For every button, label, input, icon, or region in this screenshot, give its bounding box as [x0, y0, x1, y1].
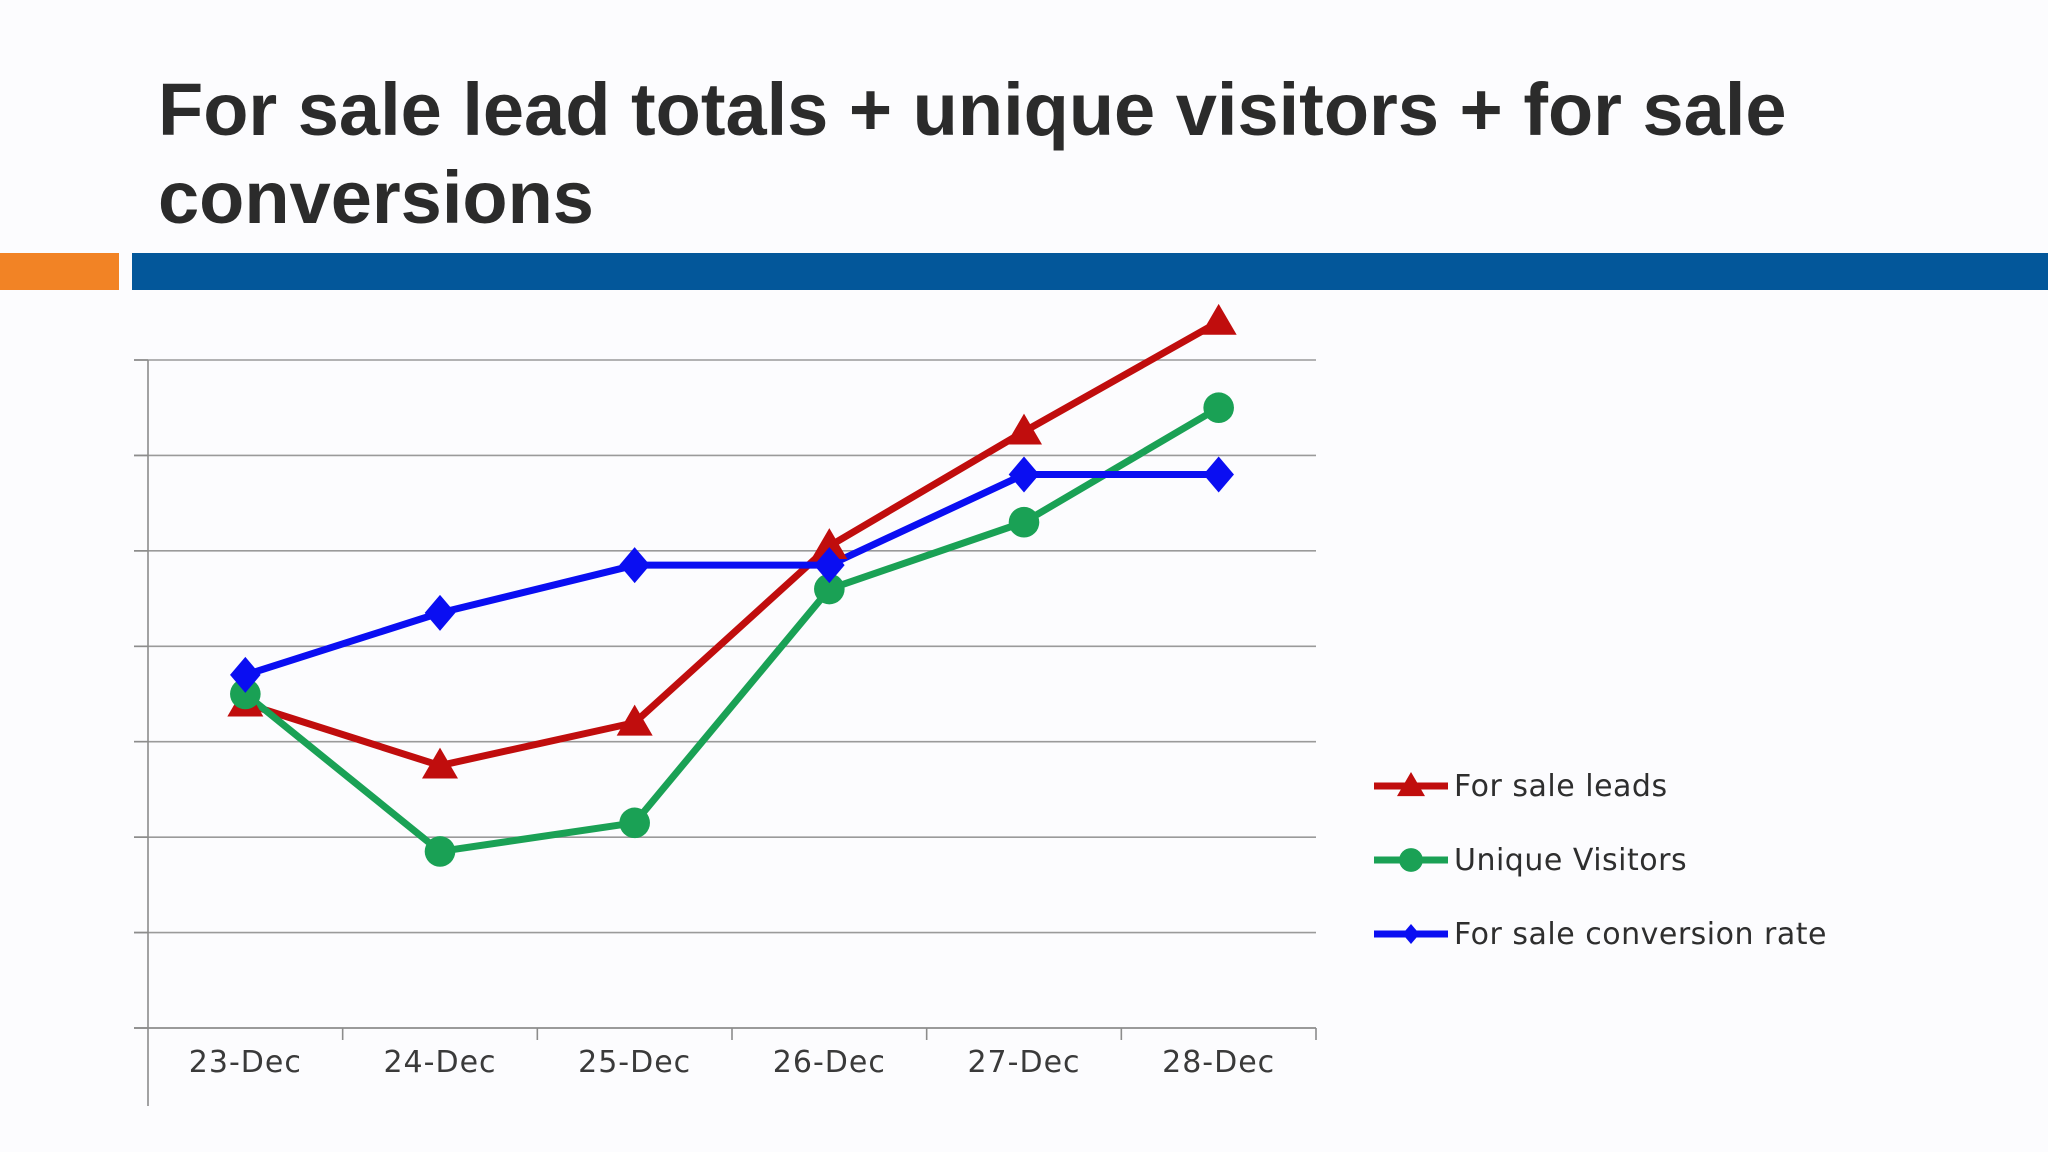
x-tick-label: 23-Dec: [189, 1045, 302, 1080]
data-point: [230, 678, 261, 710]
accent-bar-orange: [0, 253, 119, 290]
series-line-2: [243, 404, 1221, 855]
data-point: [424, 594, 456, 631]
data-point: [1008, 456, 1040, 493]
series-line-1: [244, 318, 1221, 770]
data-point: [422, 747, 458, 779]
data-point: [1203, 456, 1234, 493]
legend-label: For sale conversion rate: [1454, 917, 1827, 952]
chart-grid: [134, 359, 1316, 934]
data-point: [230, 656, 261, 693]
chart-axes: 23-Dec 24-Dec 25-Dec 26-Dec 27-Dec 28-Dec: [134, 359, 1317, 1106]
series-line-3: [244, 471, 1219, 679]
data-point: [616, 704, 653, 736]
data-point: [1203, 392, 1234, 424]
legend-marker: [1399, 848, 1423, 872]
legend-marker: [1397, 772, 1425, 797]
x-tick-label: 27-Dec: [967, 1045, 1080, 1080]
data-point: [424, 836, 456, 867]
data-point: [814, 573, 845, 605]
chart-legend: For sale leads Unique Visitors For sale co…: [1374, 769, 1827, 952]
data-point: [811, 528, 848, 560]
legend-label: Unique Visitors: [1454, 843, 1687, 878]
slide-title: For sale lead totals + unique visitors +…: [158, 68, 1787, 239]
data-point: [619, 547, 650, 584]
legend-label: For sale leads: [1454, 769, 1668, 804]
data-point: [619, 807, 650, 839]
legend-marker: [1402, 924, 1420, 944]
data-point: [1006, 413, 1042, 445]
x-tick-label: 24-Dec: [383, 1045, 496, 1080]
data-point: [814, 547, 845, 584]
x-tick-label: 28-Dec: [1162, 1045, 1275, 1080]
chart-series: [227, 303, 1237, 867]
x-tick-label: 26-Dec: [773, 1045, 886, 1080]
data-point: [1008, 506, 1040, 538]
x-tick-label: 25-Dec: [578, 1045, 691, 1080]
accent-bar-blue: [132, 253, 2048, 290]
data-point: [1200, 303, 1237, 335]
